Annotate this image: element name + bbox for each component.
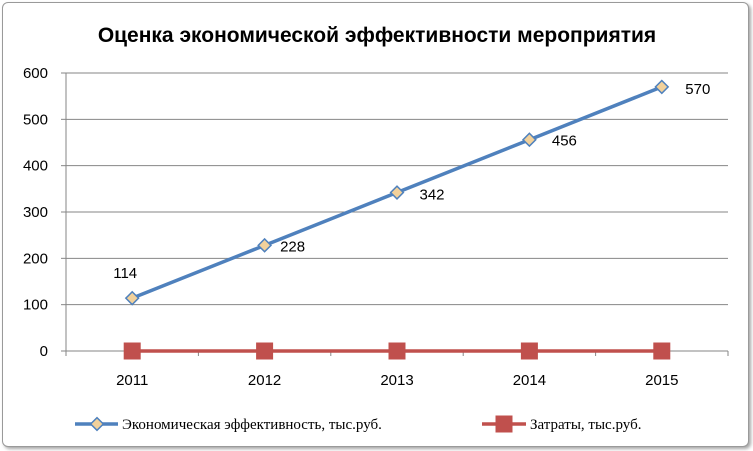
data-point-square (123, 342, 141, 360)
legend-label-efficiency: Экономическая эффективность, тыс.руб. (122, 417, 382, 433)
axes (61, 72, 729, 356)
data-point-square (388, 342, 406, 360)
x-tick-label: 2015 (645, 372, 678, 389)
data-label: 228 (280, 238, 305, 255)
chart-title: Оценка экономической эффективности мероп… (98, 24, 656, 47)
x-tick-label: 2013 (380, 372, 413, 389)
y-tick-label: 500 (23, 111, 48, 128)
tick-labels: 0 100 200 300 400 500 600 2011 2012 2013 2014 2015 (23, 65, 679, 389)
legend-marker-costs (495, 415, 513, 433)
legend-label-costs: Затраты, тыс.руб. (530, 417, 641, 433)
data-point-diamond (521, 132, 537, 148)
y-tick-label: 200 (23, 250, 48, 267)
data-labels: 114 228 342 456 570 (113, 81, 710, 282)
data-point-square (256, 342, 274, 360)
data-point-diamond (654, 79, 670, 95)
y-tick-label: 600 (23, 65, 48, 82)
legend: Экономическая эффективность, тыс.руб. За… (75, 415, 641, 433)
y-tick-label: 300 (23, 204, 48, 221)
x-tick-label: 2012 (248, 372, 281, 389)
data-label: 342 (419, 187, 444, 204)
series-layer (123, 79, 671, 360)
data-point-diamond (389, 185, 405, 200)
y-tick-label: 0 (40, 343, 48, 360)
data-label: 114 (113, 265, 137, 282)
y-tick-label: 400 (23, 158, 48, 175)
gridlines (66, 72, 728, 306)
data-point-diamond (257, 237, 273, 253)
chart-frame (2, 2, 749, 447)
data-label: 456 (552, 133, 577, 150)
y-tick-label: 100 (23, 297, 48, 314)
data-point-square (653, 342, 671, 360)
x-tick-label: 2014 (513, 372, 546, 389)
data-point-square (520, 342, 538, 360)
x-tick-label: 2011 (116, 372, 148, 389)
legend-marker-efficiency (89, 416, 105, 432)
data-label: 570 (685, 81, 710, 98)
data-point-diamond (124, 290, 140, 306)
